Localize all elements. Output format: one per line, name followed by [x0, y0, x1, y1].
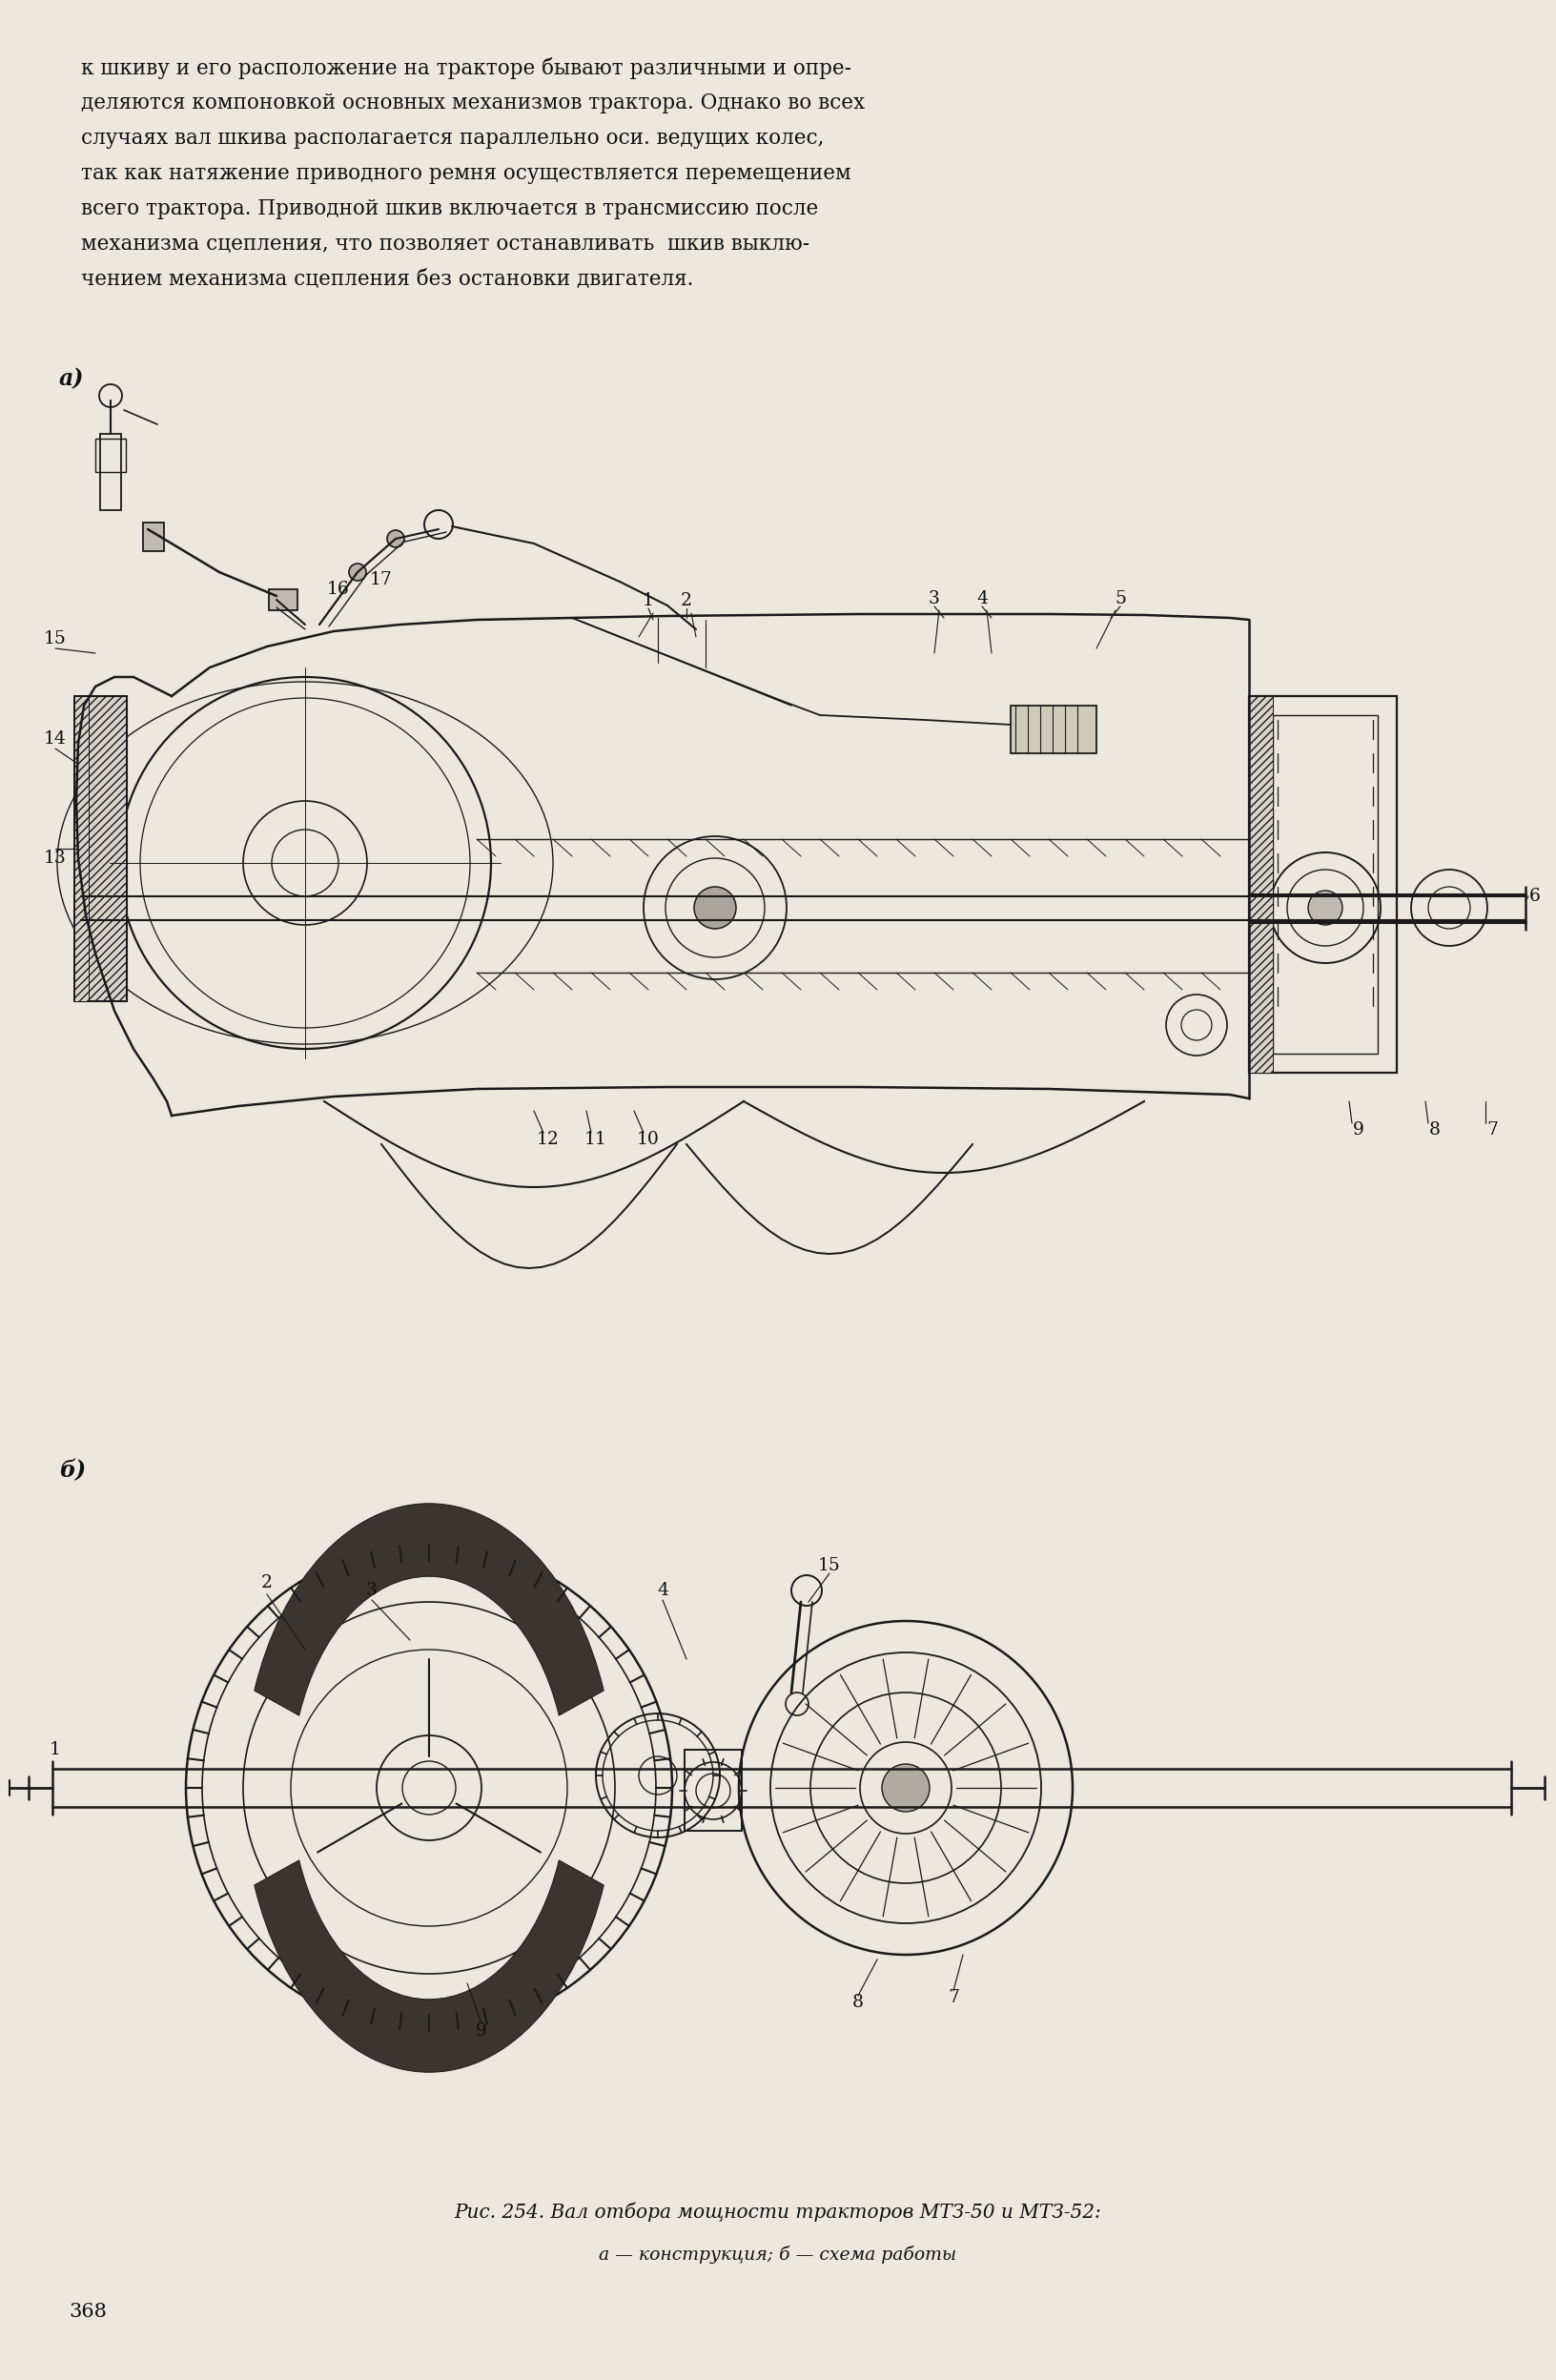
- Text: 12: 12: [537, 1130, 560, 1147]
- Text: 4: 4: [976, 590, 988, 607]
- Text: деляются компоновкой основных механизмов трактора. Однако во всех: деляются компоновкой основных механизмов…: [81, 93, 865, 114]
- Bar: [269, 590, 297, 609]
- Text: 9: 9: [476, 2023, 487, 2040]
- Text: 13: 13: [44, 850, 67, 866]
- Bar: [75, 695, 126, 1002]
- Text: 1: 1: [643, 593, 654, 609]
- Bar: [1249, 695, 1397, 1073]
- Text: б): б): [59, 1459, 86, 1483]
- Bar: [685, 1749, 742, 1830]
- Bar: [75, 695, 89, 1002]
- Text: 6: 6: [1530, 888, 1540, 904]
- Text: так как натяжение приводного ремня осуществляется перемещением: так как натяжение приводного ремня осуще…: [81, 162, 851, 183]
- Text: Рис. 254. Вал отбора мощности тракторов МТЗ-50 и МТЗ-52:: Рис. 254. Вал отбора мощности тракторов …: [454, 2202, 1102, 2223]
- Text: 8: 8: [853, 1994, 864, 2011]
- Wedge shape: [254, 1861, 604, 2073]
- Text: 17: 17: [370, 571, 392, 588]
- Text: всего трактора. Приводной шкив включается в трансмиссию после: всего трактора. Приводной шкив включаетс…: [81, 198, 818, 219]
- Ellipse shape: [349, 564, 366, 581]
- Text: 9: 9: [1354, 1121, 1365, 1138]
- Text: механизма сцепления, что позволяет останавливать  шкив выклю-: механизма сцепления, что позволяет остан…: [81, 233, 809, 255]
- Text: чением механизма сцепления без остановки двигателя.: чением механизма сцепления без остановки…: [81, 269, 694, 290]
- Bar: [75, 695, 126, 1002]
- Bar: [143, 524, 163, 552]
- Text: а): а): [59, 367, 84, 390]
- Text: 3: 3: [366, 1583, 378, 1599]
- Text: 15: 15: [44, 631, 67, 647]
- Text: 5: 5: [1114, 590, 1127, 607]
- Bar: [1273, 714, 1377, 1054]
- Text: 7: 7: [1486, 1121, 1498, 1138]
- Text: 15: 15: [818, 1557, 840, 1573]
- Text: 11: 11: [585, 1130, 607, 1147]
- Ellipse shape: [882, 1764, 929, 1811]
- Ellipse shape: [694, 888, 736, 928]
- Bar: [1249, 695, 1273, 1073]
- Text: 10: 10: [636, 1130, 660, 1147]
- Bar: [95, 438, 126, 471]
- Text: случаях вал шкива располагается параллельно оси. ведущих колес,: случаях вал шкива располагается параллел…: [81, 129, 825, 148]
- Text: 1: 1: [50, 1742, 61, 1759]
- Ellipse shape: [387, 531, 405, 547]
- Text: 3: 3: [929, 590, 940, 607]
- Text: 2: 2: [682, 593, 692, 609]
- Text: а — конструкция; б — схема работы: а — конструкция; б — схема работы: [599, 2247, 957, 2263]
- Bar: [100, 433, 121, 509]
- Text: к шкиву и его расположение на тракторе бывают различными и опре-: к шкиву и его расположение на тракторе б…: [81, 57, 851, 79]
- Text: 14: 14: [44, 731, 67, 747]
- Ellipse shape: [1309, 890, 1343, 926]
- Text: 7: 7: [948, 1990, 958, 2006]
- Text: 368: 368: [68, 2304, 107, 2320]
- Wedge shape: [254, 1504, 604, 1716]
- Text: 2: 2: [261, 1573, 272, 1592]
- Text: 4: 4: [657, 1583, 669, 1599]
- Bar: [1011, 704, 1097, 754]
- Text: 16: 16: [327, 581, 350, 597]
- Text: 8: 8: [1430, 1121, 1441, 1138]
